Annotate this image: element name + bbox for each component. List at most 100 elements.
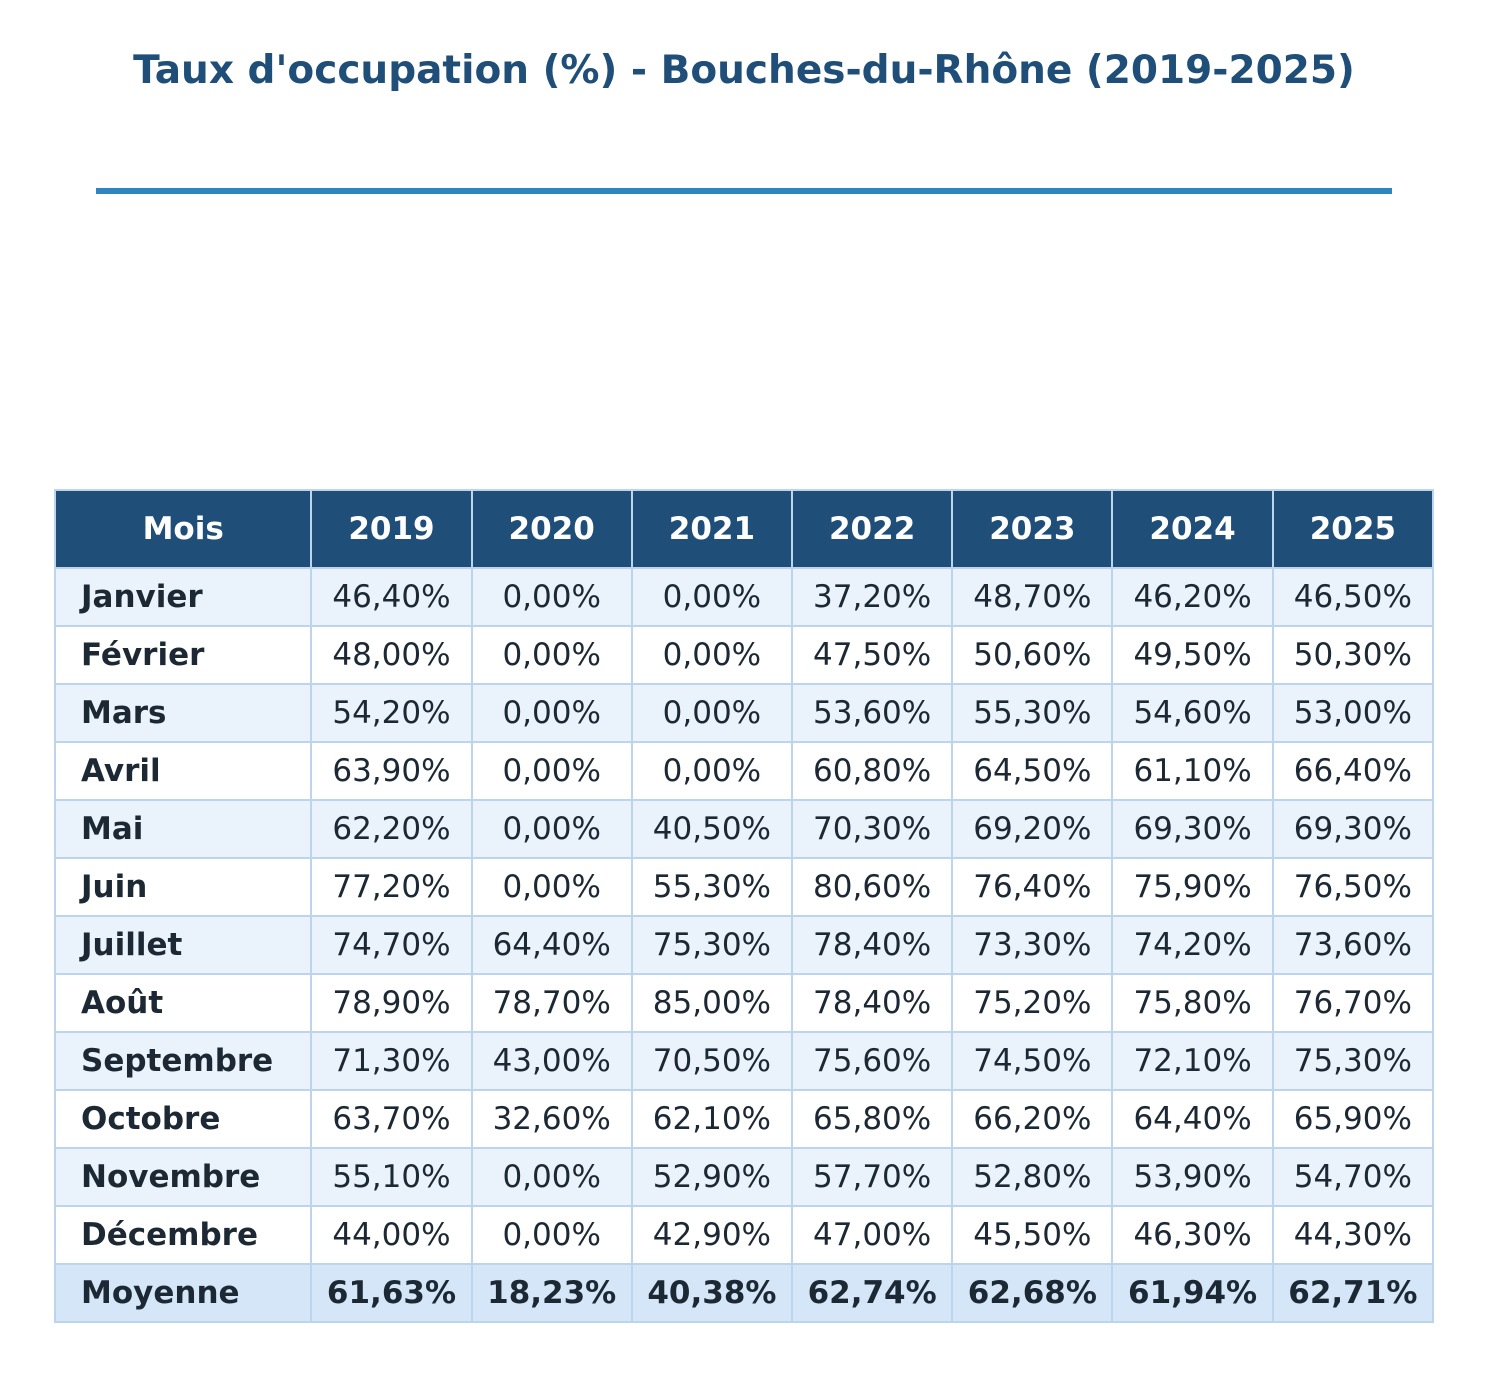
month-label: Janvier xyxy=(53,567,313,627)
value-cell: 77,20% xyxy=(310,857,473,917)
value-cell: 52,90% xyxy=(630,1147,794,1207)
value-cell: 53,00% xyxy=(1271,683,1435,743)
value-cell: 70,30% xyxy=(791,799,954,859)
value-cell: 47,50% xyxy=(791,625,954,685)
table-row: Mars 54,20% 0,00% 0,00% 53,60% 55,30% 54,60% 53… xyxy=(53,683,1435,743)
table-row: Juillet 74,70% 64,40% 75,30% 78,40% 73,30% 74,… xyxy=(53,915,1435,975)
column-header-year: 2024 xyxy=(1111,489,1274,569)
table-row: Octobre 63,70% 32,60% 62,10% 65,80% 66,20% 64,… xyxy=(53,1089,1435,1149)
value-cell: 48,00% xyxy=(310,625,473,685)
value-cell: 53,90% xyxy=(1111,1147,1274,1207)
average-cell: 62,68% xyxy=(951,1263,1114,1323)
value-cell: 80,60% xyxy=(791,857,954,917)
value-cell: 75,30% xyxy=(630,915,794,975)
chart-title: Taux d'occupation (%) - Bouches-du-Rhône… xyxy=(133,48,1355,93)
value-cell: 54,20% xyxy=(310,683,473,743)
value-cell: 54,70% xyxy=(1271,1147,1435,1207)
value-cell: 57,70% xyxy=(791,1147,954,1207)
table-row: Septembre 71,30% 43,00% 70,50% 75,60% 74,50% 7… xyxy=(53,1031,1435,1091)
value-cell: 70,50% xyxy=(630,1031,794,1091)
value-cell: 62,10% xyxy=(630,1089,794,1149)
value-cell: 74,20% xyxy=(1111,915,1274,975)
table-row: Janvier 46,40% 0,00% 0,00% 37,20% 48,70% 46,20… xyxy=(53,567,1435,627)
value-cell: 75,60% xyxy=(791,1031,954,1091)
column-header-year: 2022 xyxy=(791,489,954,569)
value-cell: 0,00% xyxy=(630,683,794,743)
month-label: Juillet xyxy=(53,915,313,975)
value-cell: 69,20% xyxy=(951,799,1114,859)
value-cell: 55,30% xyxy=(630,857,794,917)
value-cell: 85,00% xyxy=(630,973,794,1033)
value-cell: 64,40% xyxy=(1111,1089,1274,1149)
value-cell: 73,60% xyxy=(1271,915,1435,975)
value-cell: 46,30% xyxy=(1111,1205,1274,1265)
column-header-month: Mois xyxy=(53,489,313,569)
value-cell: 46,40% xyxy=(310,567,473,627)
average-cell: 62,71% xyxy=(1271,1263,1435,1323)
value-cell: 75,80% xyxy=(1111,973,1274,1033)
value-cell: 76,40% xyxy=(951,857,1114,917)
value-cell: 0,00% xyxy=(470,1205,633,1265)
month-label: Octobre xyxy=(53,1089,313,1149)
value-cell: 50,30% xyxy=(1271,625,1435,685)
value-cell: 0,00% xyxy=(630,625,794,685)
month-label: Avril xyxy=(53,741,313,801)
value-cell: 44,30% xyxy=(1271,1205,1435,1265)
value-cell: 74,70% xyxy=(310,915,473,975)
month-label: Mai xyxy=(53,799,313,859)
value-cell: 66,20% xyxy=(951,1089,1114,1149)
average-label: Moyenne xyxy=(53,1263,313,1323)
occupancy-table: Mois 2019 2020 2021 2022 2023 2024 2025 Janvier… xyxy=(53,489,1435,1323)
value-cell: 61,10% xyxy=(1111,741,1274,801)
value-cell: 0,00% xyxy=(470,625,633,685)
value-cell: 72,10% xyxy=(1111,1031,1274,1091)
value-cell: 49,50% xyxy=(1111,625,1274,685)
value-cell: 55,10% xyxy=(310,1147,473,1207)
value-cell: 0,00% xyxy=(470,799,633,859)
column-header-year: 2021 xyxy=(630,489,794,569)
value-cell: 44,00% xyxy=(310,1205,473,1265)
average-cell: 61,94% xyxy=(1111,1263,1274,1323)
value-cell: 53,60% xyxy=(791,683,954,743)
table-row: Mai 62,20% 0,00% 40,50% 70,30% 69,20% 69,30% 69… xyxy=(53,799,1435,859)
column-header-year: 2025 xyxy=(1271,489,1435,569)
value-cell: 66,40% xyxy=(1271,741,1435,801)
value-cell: 62,20% xyxy=(310,799,473,859)
column-header-year: 2023 xyxy=(951,489,1114,569)
table-row: Août 78,90% 78,70% 85,00% 78,40% 75,20% 75,80%… xyxy=(53,973,1435,1033)
table-body: Janvier 46,40% 0,00% 0,00% 37,20% 48,70% 46,20… xyxy=(53,567,1435,1323)
value-cell: 78,40% xyxy=(791,915,954,975)
value-cell: 75,20% xyxy=(951,973,1114,1033)
month-label: Juin xyxy=(53,857,313,917)
value-cell: 64,40% xyxy=(470,915,633,975)
value-cell: 45,50% xyxy=(951,1205,1114,1265)
value-cell: 52,80% xyxy=(951,1147,1114,1207)
value-cell: 48,70% xyxy=(951,567,1114,627)
value-cell: 0,00% xyxy=(470,567,633,627)
value-cell: 69,30% xyxy=(1271,799,1435,859)
value-cell: 0,00% xyxy=(470,741,633,801)
value-cell: 50,60% xyxy=(951,625,1114,685)
average-cell: 62,74% xyxy=(791,1263,954,1323)
month-label: Mars xyxy=(53,683,313,743)
value-cell: 73,30% xyxy=(951,915,1114,975)
value-cell: 63,90% xyxy=(310,741,473,801)
value-cell: 78,70% xyxy=(470,973,633,1033)
value-cell: 55,30% xyxy=(951,683,1114,743)
value-cell: 78,90% xyxy=(310,973,473,1033)
value-cell: 0,00% xyxy=(630,741,794,801)
value-cell: 0,00% xyxy=(470,683,633,743)
value-cell: 32,60% xyxy=(470,1089,633,1149)
value-cell: 75,30% xyxy=(1271,1031,1435,1091)
average-cell: 40,38% xyxy=(630,1263,794,1323)
value-cell: 37,20% xyxy=(791,567,954,627)
value-cell: 76,50% xyxy=(1271,857,1435,917)
column-header-year: 2020 xyxy=(470,489,633,569)
value-cell: 46,50% xyxy=(1271,567,1435,627)
average-cell: 61,63% xyxy=(310,1263,473,1323)
value-cell: 60,80% xyxy=(791,741,954,801)
month-label: Novembre xyxy=(53,1147,313,1207)
table-row: Novembre 55,10% 0,00% 52,90% 57,70% 52,80% 53,… xyxy=(53,1147,1435,1207)
average-row: Moyenne 61,63% 18,23% 40,38% 62,74% 62,68% 61,… xyxy=(53,1263,1435,1323)
title-underline xyxy=(96,188,1392,194)
